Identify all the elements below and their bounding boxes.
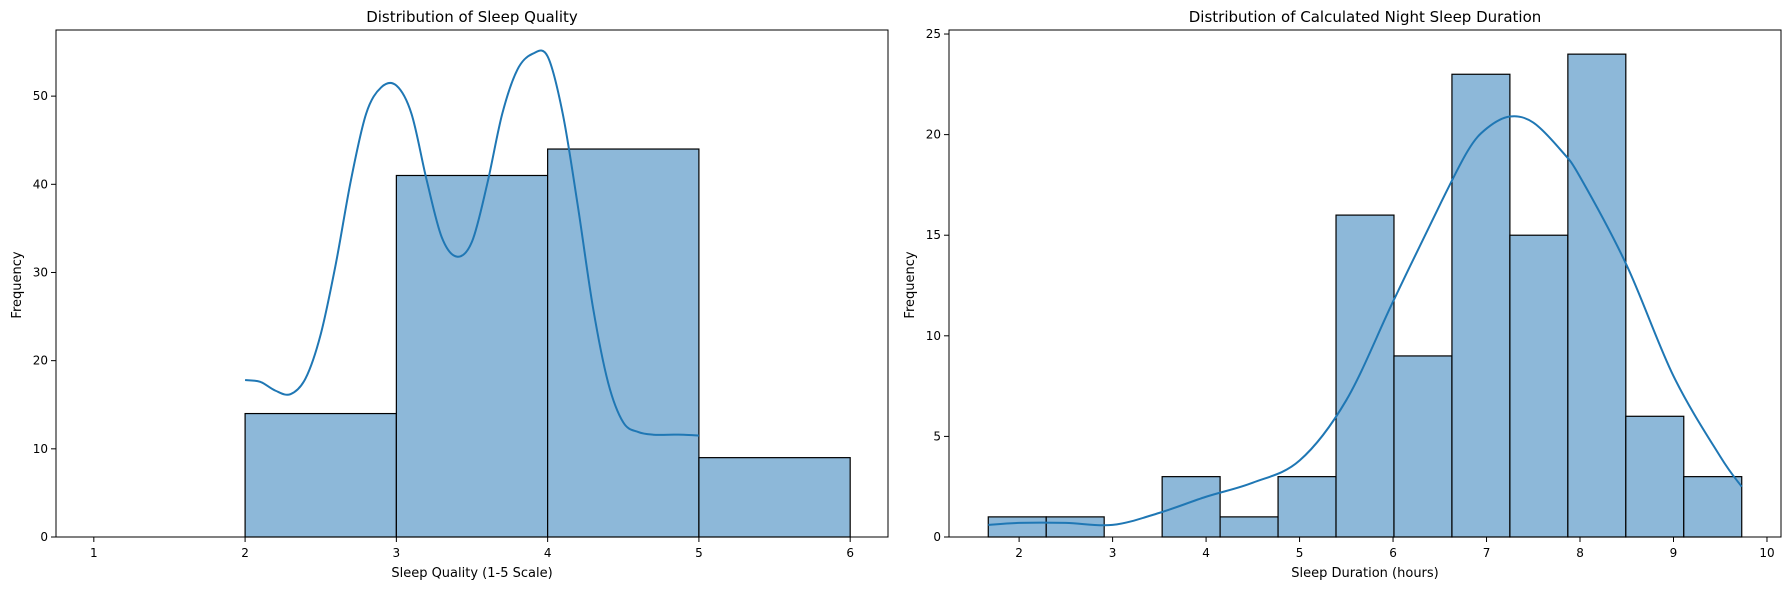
histogram-bar [547,148,700,538]
histogram-bar [1045,516,1105,538]
chart-title: Distribution of Sleep Quality [366,8,578,26]
y-tick-label: 15 [926,228,941,242]
x-tick-label: 10 [1759,546,1774,560]
x-tick-label: 4 [1202,546,1210,560]
x-tick-label: 3 [393,546,401,560]
histogram-bars [987,53,1743,538]
histogram-bar [698,457,851,538]
histogram-bars [244,148,851,538]
kde-curve [244,49,699,437]
x-tick-label: 8 [1576,546,1584,560]
x-tick-label: 6 [1389,546,1397,560]
histogram-bar [1683,476,1743,538]
y-tick-label: 0 [933,530,941,544]
x-tick-label: 3 [1109,546,1117,560]
chart-title: Distribution of Calculated Night Sleep D… [1189,8,1542,26]
kde-curve [988,115,1743,527]
histogram-bar [1567,53,1627,538]
y-tick-label: 40 [33,177,48,191]
y-tick-label: 10 [33,442,48,456]
plot-frame [55,29,889,538]
x-tick-label: 9 [1670,546,1678,560]
histogram-bar [1277,476,1337,538]
y-tick-label: 20 [926,128,941,142]
histogram-bar [1625,415,1685,538]
y-tick-label: 0 [40,530,48,544]
axis-ticks: 1 2 3 4 5 6 0 10 20 30 40 50 [33,89,854,560]
histogram-bar [1451,73,1511,538]
x-tick-label: 2 [1015,546,1023,560]
x-tick-label: 2 [241,546,249,560]
y-axis-label: Frequency [10,251,25,318]
sleep-duration-chart: Distribution of Calculated Night Sleep D… [903,8,1782,581]
histogram-bar [1393,355,1453,538]
y-tick-label: 30 [33,265,48,279]
histogram-bar [987,516,1047,538]
y-tick-label: 20 [33,354,48,368]
x-tick-label: 5 [1296,546,1304,560]
histogram-bar [1335,214,1395,538]
histogram-bar [1509,234,1569,538]
y-tick-label: 25 [926,27,941,41]
histogram-bar [244,412,397,538]
plot-frame [948,29,1782,538]
histogram-bar [1219,516,1279,538]
y-tick-label: 50 [33,89,48,103]
axis-ticks: 2 3 4 5 6 7 8 9 10 0 5 10 15 20 25 [926,27,1775,560]
histogram-bar [395,174,549,538]
y-tick-label: 5 [933,429,941,443]
histogram-bar [1161,476,1221,538]
x-tick-label: 4 [544,546,552,560]
sleep-quality-chart: Distribution of Sleep Quality Sleep Qual… [10,8,889,581]
x-axis-label: Sleep Duration (hours) [1291,566,1439,581]
x-tick-label: 6 [846,546,854,560]
x-axis-label: Sleep Quality (1-5 Scale) [391,566,552,581]
x-tick-label: 1 [90,546,98,560]
y-axis-label: Frequency [903,251,918,318]
x-tick-label: 7 [1483,546,1491,560]
x-tick-label: 5 [695,546,703,560]
y-tick-label: 10 [926,329,941,343]
